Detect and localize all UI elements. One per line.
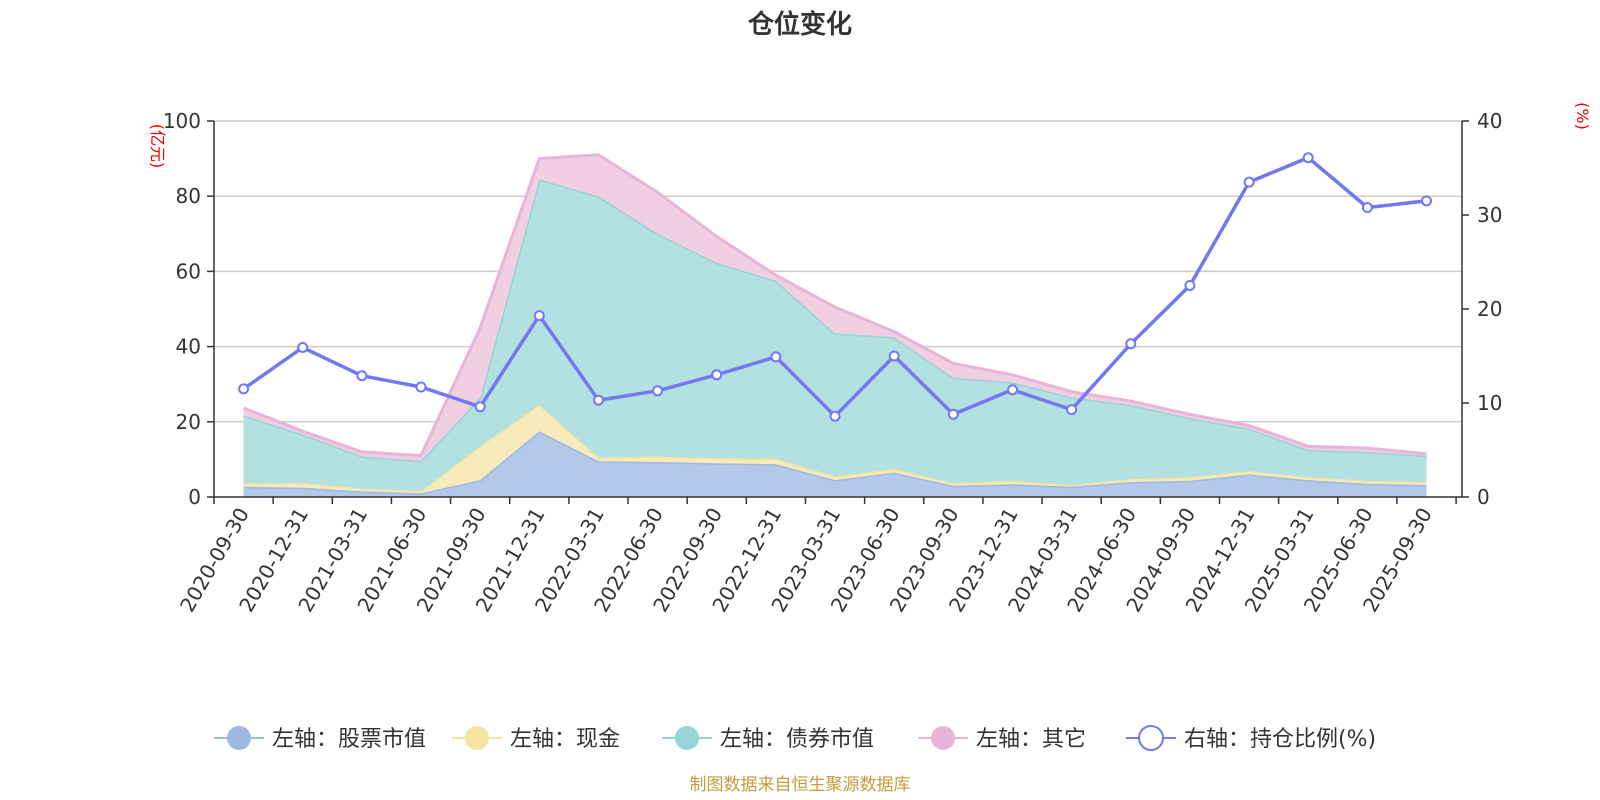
left-y-tick-label: 0 (188, 485, 201, 509)
legend-label: 左轴：股票市值 (272, 727, 426, 752)
area-左轴：股票市值 (243, 431, 1427, 497)
ratio-point[interactable] (474, 401, 486, 413)
ratio-point[interactable] (652, 385, 664, 397)
grid-lines (214, 120, 1462, 423)
left-y-tick-label: 40 (176, 335, 201, 359)
area-edge-左轴：其它 (243, 153, 1427, 458)
chart-title: 仓位变化 (747, 9, 852, 40)
right-y-tick-label: 20 (1477, 297, 1502, 321)
ratio-point[interactable] (1421, 195, 1432, 207)
left-y-tick-label: 60 (176, 259, 201, 283)
area-左轴：现金 (243, 404, 1427, 494)
ratio-point[interactable] (770, 351, 782, 363)
ratio-point[interactable] (1184, 280, 1196, 291)
ratio-point[interactable] (711, 369, 723, 381)
ratio-point[interactable] (356, 370, 368, 382)
legend-label: 右轴：持仓比例(%) (1184, 727, 1376, 752)
ratio-point[interactable] (533, 310, 545, 322)
ratio-point[interactable] (1243, 176, 1255, 188)
legend-label: 左轴：债券市值 (720, 727, 874, 752)
left-y-tick-label: 80 (176, 184, 201, 208)
ratio-line-series (238, 152, 1432, 422)
right-y-tick-label: 10 (1477, 391, 1502, 415)
legend-label: 左轴：现金 (510, 727, 620, 752)
legend-item[interactable]: 左轴：现金 (452, 726, 620, 752)
ratio-point[interactable] (1125, 338, 1137, 350)
right-y-tick-label: 0 (1477, 485, 1490, 509)
legend-marker (465, 726, 489, 750)
ratio-point[interactable] (1302, 152, 1314, 164)
legend: 左轴：股票市值 左轴：现金 左轴：债券市值 左轴：其它 右轴：持仓比例(%) (214, 725, 1376, 752)
ratio-point[interactable] (947, 408, 959, 420)
legend-item[interactable]: 左轴：债券市值 (662, 726, 874, 752)
legend-marker (931, 726, 955, 750)
legend-marker (227, 726, 251, 750)
legend-item[interactable]: 左轴：其它 (918, 726, 1086, 752)
legend-item[interactable]: 左轴：股票市值 (214, 726, 426, 752)
legend-marker (1138, 725, 1164, 751)
stacked-areas (243, 153, 1427, 497)
ratio-point[interactable] (829, 410, 841, 422)
ratio-point[interactable] (297, 342, 309, 353)
ratio-point[interactable] (1007, 384, 1018, 396)
ratio-point[interactable] (415, 381, 427, 393)
ratio-point[interactable] (1066, 404, 1078, 416)
right-y-tick-label: 30 (1477, 203, 1502, 227)
right-axis-unit: (%) (1573, 102, 1592, 130)
legend-label: 左轴：其它 (976, 727, 1086, 752)
left-y-tick-label: 20 (176, 410, 201, 434)
ratio-point[interactable] (593, 394, 604, 406)
area-左轴：债券市值 (243, 179, 1427, 492)
ratio-point[interactable] (888, 350, 900, 362)
ratio-point[interactable] (238, 383, 250, 395)
right-y-tick-label: 40 (1477, 109, 1502, 133)
data-source-note: 制图数据来自恒生聚源数据库 (690, 775, 911, 795)
left-axis-unit: (亿元) (148, 124, 167, 169)
left-y-tick-label: 100 (163, 109, 201, 133)
legend-item[interactable]: 右轴：持仓比例(%) (1126, 725, 1376, 752)
ratio-point[interactable] (1361, 202, 1373, 213)
legend-marker (675, 726, 699, 750)
